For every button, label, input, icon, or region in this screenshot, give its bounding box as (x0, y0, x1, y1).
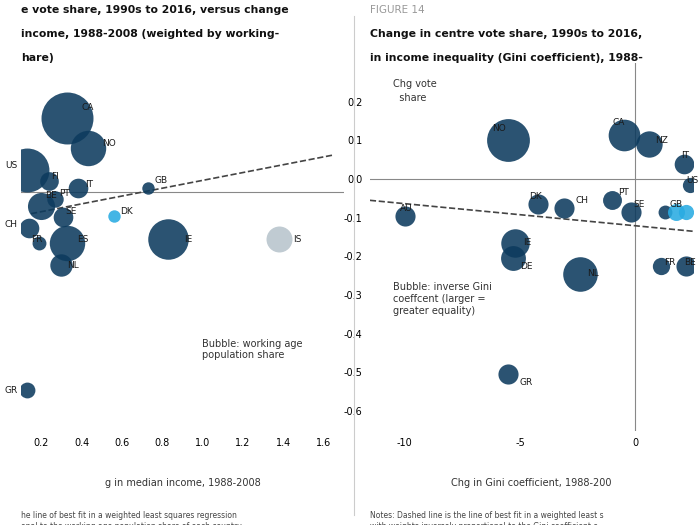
Point (62, 239, 73, 247)
Point (143, 184, 154, 192)
Text: GR: GR (5, 385, 18, 395)
Point (625, 208, 636, 216)
Point (50, 195, 61, 203)
Text: FR: FR (31, 235, 43, 244)
Point (508, 254, 519, 262)
Point (574, 270, 585, 278)
Point (24, 224, 35, 233)
Text: NZ: NZ (655, 136, 668, 145)
Text: FIGURE 14: FIGURE 14 (370, 5, 424, 15)
Point (670, 208, 681, 216)
Text: hare): hare) (21, 53, 54, 63)
Text: GB: GB (670, 200, 683, 209)
Point (22, 165, 33, 174)
Point (22, 386, 33, 394)
Text: US: US (686, 176, 699, 185)
Text: Notes: Dashed line is the line of best fit in a weighted least s
with weights in: Notes: Dashed line is the line of best f… (370, 511, 603, 525)
Text: IT: IT (682, 151, 690, 160)
Text: IT: IT (85, 180, 94, 189)
Point (618, 130, 629, 139)
Text: ES: ES (78, 235, 89, 244)
Text: AU: AU (400, 204, 412, 213)
Text: DE: DE (520, 261, 533, 270)
Text: IS: IS (293, 235, 302, 244)
Point (655, 262, 666, 270)
Point (643, 140, 655, 149)
Point (82, 143, 93, 152)
Point (43, 176, 55, 185)
Point (34, 239, 45, 247)
Text: e vote share, 1990s to 2016, versus change: e vote share, 1990s to 2016, versus chan… (21, 5, 288, 15)
Text: share: share (393, 93, 426, 103)
Text: NO: NO (102, 139, 116, 149)
Text: BE: BE (46, 191, 57, 200)
Text: SE: SE (633, 200, 645, 209)
Text: NO: NO (492, 124, 506, 133)
Text: PT: PT (60, 189, 70, 198)
Text: NL: NL (587, 269, 598, 278)
Point (72, 184, 83, 192)
Point (58, 213, 69, 222)
Text: in income inequality (Gini coefficient), 1988-: in income inequality (Gini coefficient),… (370, 53, 643, 63)
Point (163, 235, 174, 244)
Point (62, 114, 73, 122)
Point (108, 211, 120, 219)
Text: NL: NL (67, 260, 79, 270)
Text: IE: IE (524, 238, 531, 247)
Text: CA: CA (612, 119, 624, 128)
Point (684, 181, 695, 189)
Text: FR: FR (664, 258, 676, 267)
Point (680, 262, 692, 270)
Text: CA: CA (82, 102, 94, 112)
Text: g in median income, 1988-2008: g in median income, 1988-2008 (105, 478, 260, 488)
Text: Change in centre vote share, 1990s to 2016,: Change in centre vote share, 1990s to 20… (370, 29, 642, 39)
Text: CH: CH (575, 196, 588, 205)
Text: Bubble: working age
population share: Bubble: working age population share (202, 339, 302, 361)
Text: GB: GB (154, 176, 167, 185)
Text: Bubble: inverse Gini
coeffcent (larger =
greater equality): Bubble: inverse Gini coeffcent (larger =… (393, 282, 492, 316)
Point (558, 204, 569, 212)
Text: BE: BE (684, 258, 696, 267)
Text: IE: IE (185, 235, 193, 244)
Point (503, 370, 514, 379)
Text: DK: DK (120, 207, 133, 216)
Text: US: US (5, 161, 17, 171)
Point (56, 261, 67, 269)
Text: DK: DK (529, 192, 542, 201)
Text: CH: CH (5, 220, 18, 229)
Point (503, 136, 514, 144)
Point (678, 160, 690, 168)
Text: FI: FI (51, 172, 59, 182)
Point (399, 212, 410, 220)
Text: GR: GR (520, 377, 533, 386)
Point (607, 196, 618, 205)
Text: PT: PT (618, 188, 629, 197)
Point (274, 235, 285, 244)
Point (533, 200, 544, 208)
Point (510, 239, 521, 247)
Point (36, 202, 47, 211)
Text: SE: SE (65, 207, 77, 216)
Text: he line of best fit in a weighted least squares regression
onal to the working a: he line of best fit in a weighted least … (21, 511, 244, 525)
Point (680, 208, 692, 216)
Text: income, 1988-2008 (weighted by working-: income, 1988-2008 (weighted by working- (21, 29, 279, 39)
Text: Chg vote: Chg vote (393, 79, 437, 89)
Point (659, 208, 671, 216)
Text: Chg in Gini coefficient, 1988-200: Chg in Gini coefficient, 1988-200 (452, 478, 612, 488)
